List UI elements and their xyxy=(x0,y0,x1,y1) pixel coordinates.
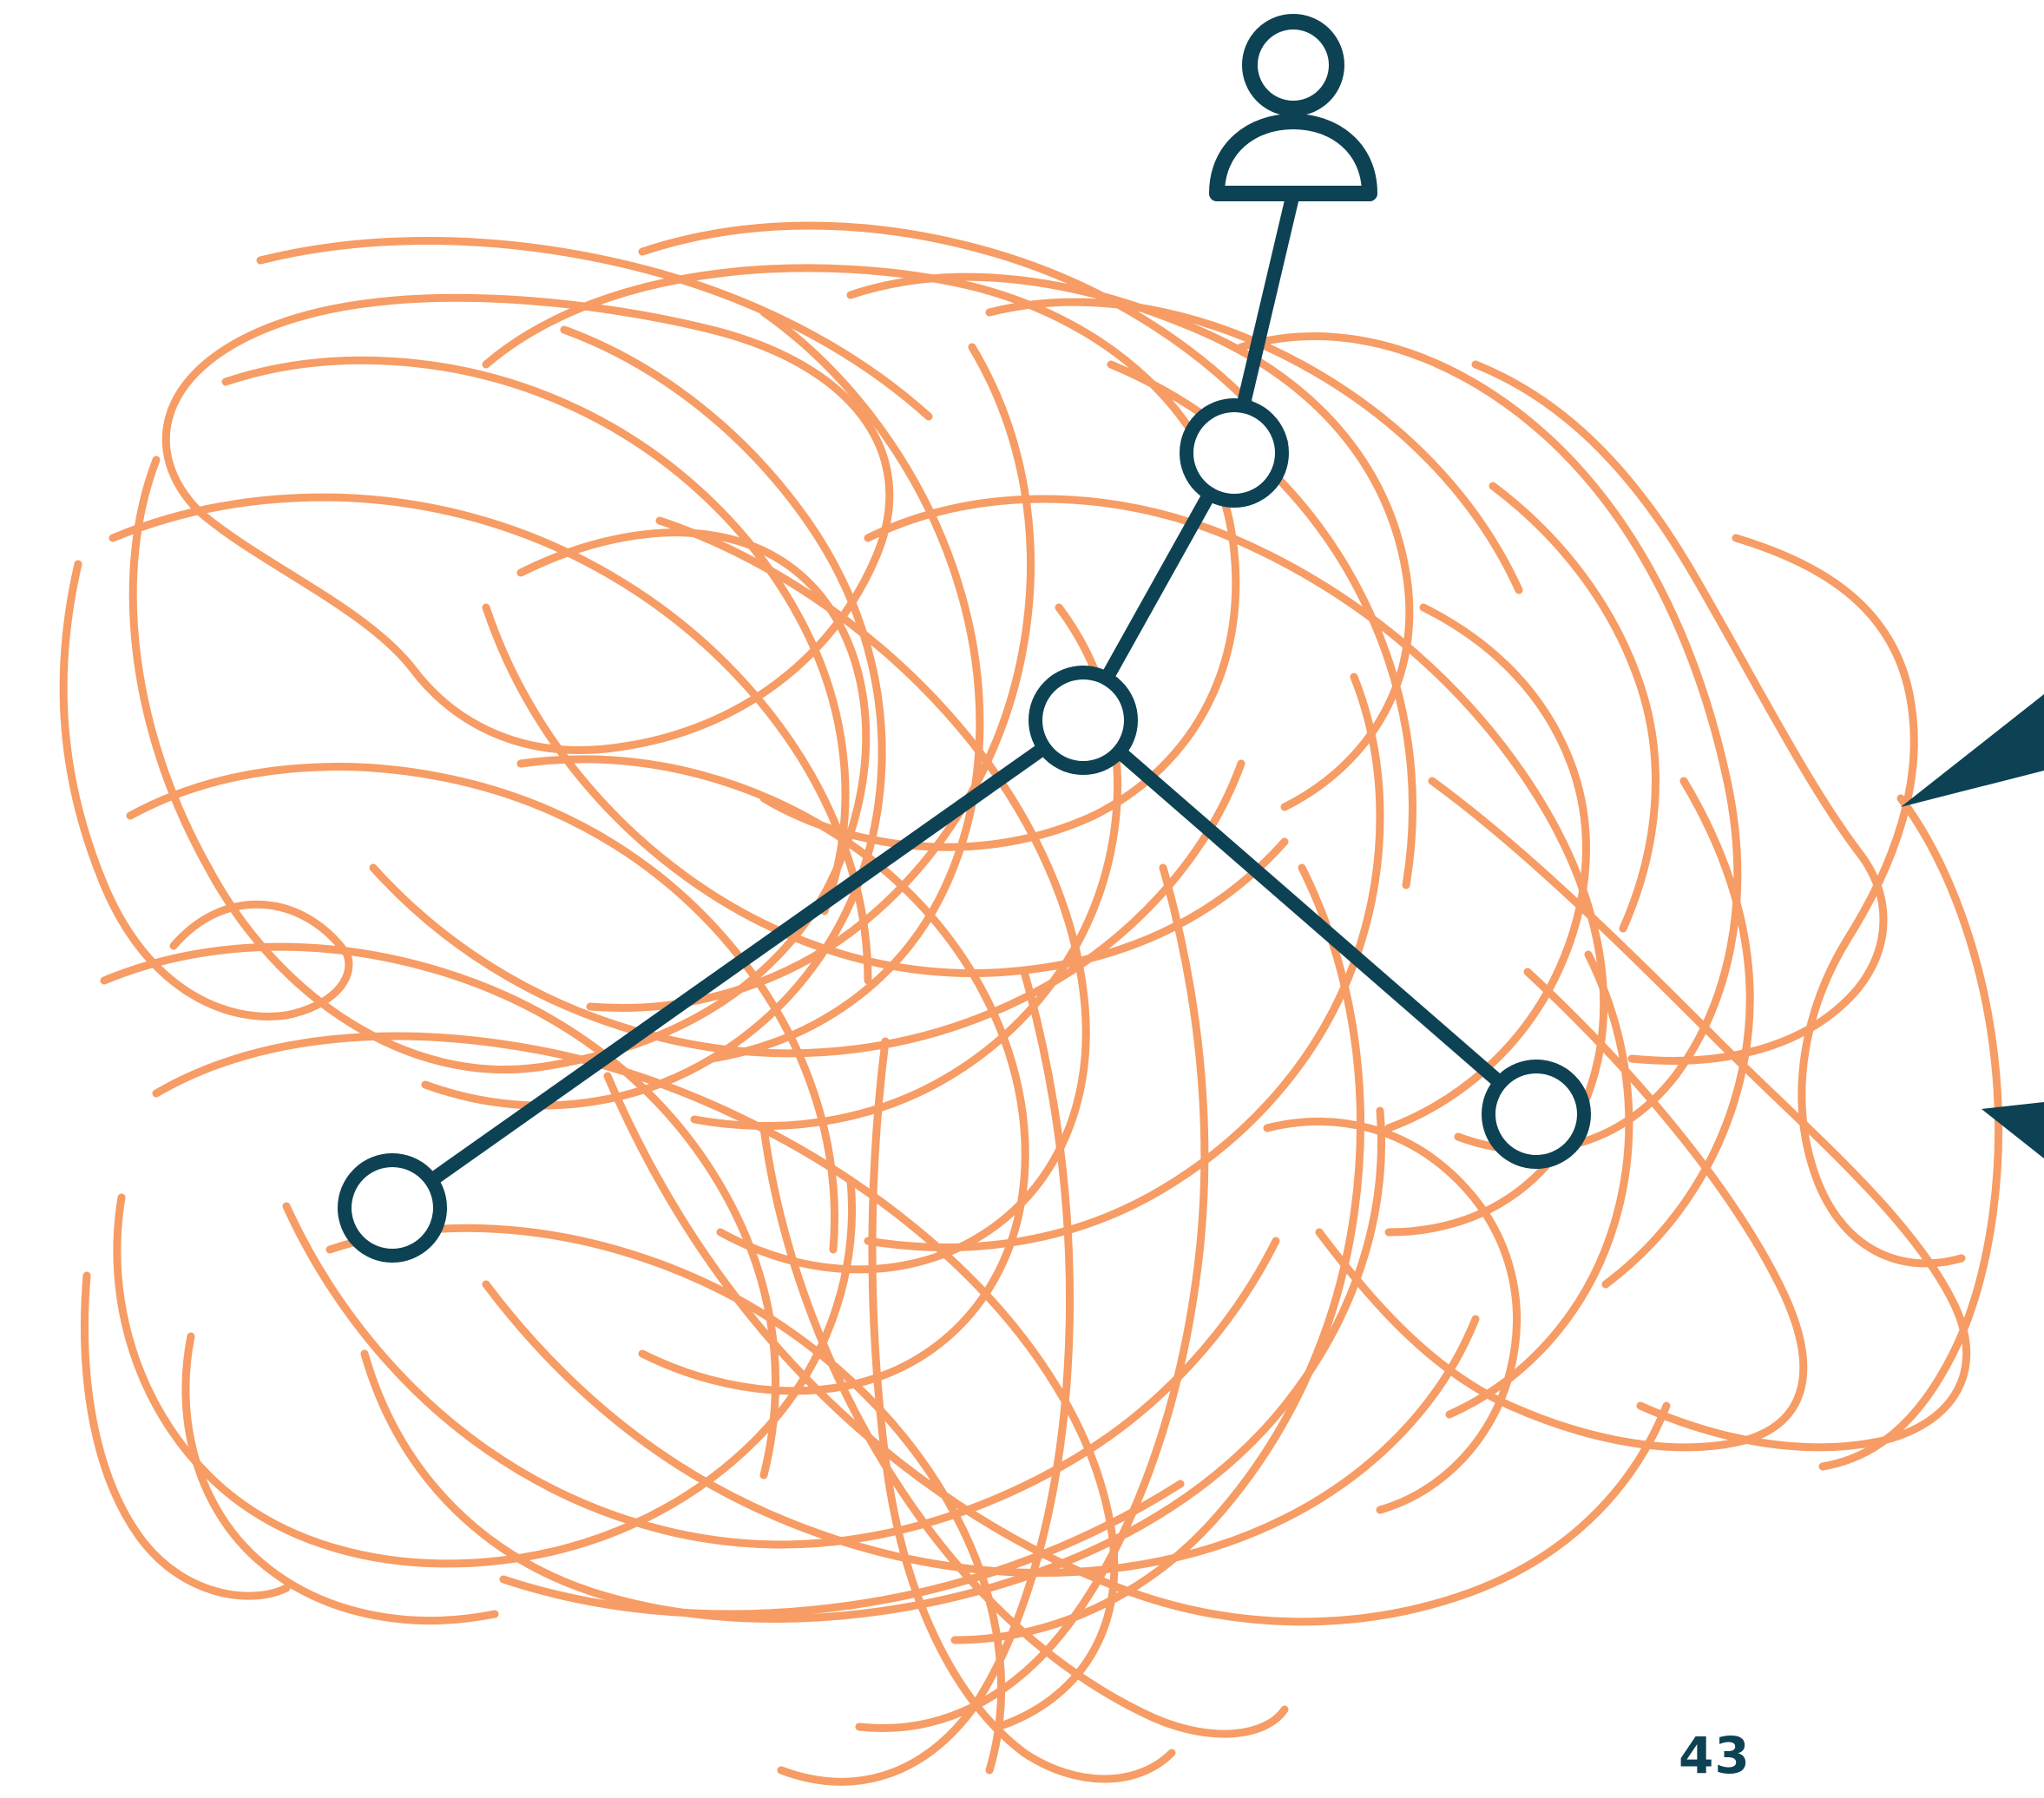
scribble-loop xyxy=(421,325,886,1110)
scribble-loop xyxy=(221,356,850,915)
node-left xyxy=(338,1153,447,1263)
scribble-loop xyxy=(126,763,839,1254)
scribble-loop xyxy=(256,237,933,421)
node-hub-top xyxy=(1180,398,1289,508)
scribble-loop xyxy=(1384,603,1590,1132)
scribble-loop xyxy=(855,863,1209,1732)
page-number: 43 xyxy=(1679,1726,1751,1785)
scribble-loop xyxy=(638,221,1289,447)
scribble-loop xyxy=(1237,332,1742,1154)
scribble-loop xyxy=(1601,777,1754,1289)
scribble-loop xyxy=(81,1271,291,1600)
scribble-loop xyxy=(1315,968,1808,1452)
scribble-loop xyxy=(846,272,1414,811)
pointer-arrow-icon xyxy=(1901,694,2044,1158)
scribble-loop xyxy=(482,603,1289,978)
scribble-loop xyxy=(777,968,1075,1786)
scribble-loop xyxy=(325,1224,1005,1775)
scribble-loop xyxy=(1428,777,1971,1452)
scribble-loop xyxy=(113,1176,857,1568)
scribble-loop xyxy=(161,293,894,754)
scribble-loop xyxy=(59,560,353,1020)
edge-hub-center-node-left xyxy=(385,713,1090,1215)
scribble-loop xyxy=(1818,794,2003,1471)
scribble-loop xyxy=(1263,1118,1521,1514)
scribble-loop xyxy=(1489,482,1660,933)
scribble-loop xyxy=(707,308,984,1063)
node-right xyxy=(1482,1060,1591,1169)
scribble-loop xyxy=(868,1037,1176,1783)
scribble-loop xyxy=(655,516,1090,1274)
scribble-loop xyxy=(759,1124,1289,1738)
scribble-loop xyxy=(516,755,1029,1395)
scribble-loop xyxy=(482,264,1240,851)
scribble-loop xyxy=(108,493,872,985)
network-nodes xyxy=(338,398,1591,1263)
scribble-loop xyxy=(864,673,1384,1251)
scribble-tangle xyxy=(59,221,2003,1786)
scribble-loop xyxy=(181,1332,499,1624)
node-hub-center xyxy=(1029,666,1138,775)
scribble-loop xyxy=(985,298,1523,594)
scribble-loop xyxy=(1445,950,1633,1419)
edge-hub-center-node-right xyxy=(1076,713,1543,1121)
scribble-loop xyxy=(1471,360,1888,1065)
person-icon xyxy=(1209,14,1377,201)
scribble-loop xyxy=(1732,534,1966,1268)
scribble-loop xyxy=(499,1480,1185,1618)
scribble-loop xyxy=(282,1202,1280,1549)
scribble-loop xyxy=(369,759,1245,1058)
scribble-loop xyxy=(950,863,1364,1644)
